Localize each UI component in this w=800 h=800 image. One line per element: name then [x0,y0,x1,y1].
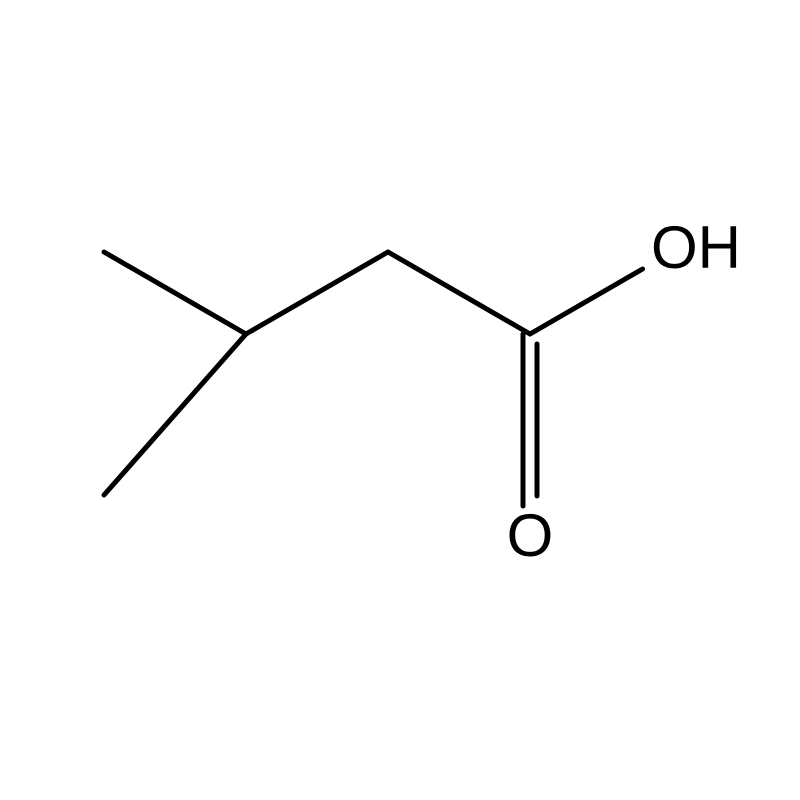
atom-label-O2: O [507,502,554,569]
single-bond [246,252,388,334]
molecule-diagram: OH O [0,0,800,800]
atom-label-O1: OH [651,214,741,281]
bond-layer [104,252,643,506]
atom-label-layer: OH O [507,214,741,569]
single-bond [104,252,246,334]
single-bond [530,269,643,334]
single-bond [104,334,246,495]
single-bond [388,252,530,334]
